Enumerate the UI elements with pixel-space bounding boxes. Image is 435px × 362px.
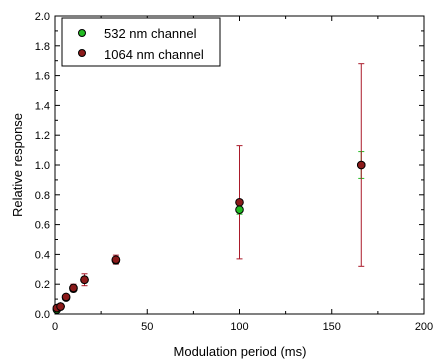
point-1064: [111, 255, 121, 264]
data-points: [52, 160, 366, 314]
y-tick-label: 1.6: [35, 71, 50, 83]
y-tick-label: 1.2: [35, 130, 50, 142]
point-1064: [61, 292, 71, 302]
y-tick-label: 2.0: [35, 11, 50, 23]
axis-ticks: 0 50 100 150 200 0.0 0.2 0.4 0.6 0.8 1.0 1.2 1.4 1.6 1…: [35, 11, 433, 333]
y-tick-label: 0.2: [35, 279, 50, 291]
legend-label-1064: 1064 nm channel: [104, 47, 204, 62]
y-tick-label: 0.0: [35, 309, 50, 321]
y-tick-label: 0.4: [35, 249, 50, 261]
point-532: [235, 205, 244, 214]
x-tick-label: 100: [230, 321, 248, 333]
point-1064: [235, 197, 244, 207]
y-tick-label: 1.8: [35, 41, 50, 53]
point-1064: [69, 283, 78, 293]
point-1064: [80, 275, 89, 285]
x-tick-label: 200: [415, 321, 433, 333]
y-tick-label: 1.4: [35, 100, 50, 112]
legend-box: [61, 17, 221, 67]
y-axis-title: Relative response: [10, 113, 25, 217]
x-tick-label: 150: [323, 321, 341, 333]
y-tick-label: 0.6: [35, 220, 50, 232]
legend-marker-1064: [78, 49, 86, 57]
point-1064: [56, 302, 65, 311]
error-bars: [53, 63, 365, 312]
x-tick-label: 0: [52, 321, 58, 333]
x-tick-label: 50: [141, 321, 153, 333]
x-axis-title: Modulation period (ms): [174, 344, 307, 359]
y-tick-label: 1.0: [35, 160, 50, 172]
legend-marker-532: [78, 29, 86, 37]
legend: 532 nm channel 1064 nm channel: [61, 17, 221, 67]
point-1064: [356, 160, 366, 170]
legend-label-532: 532 nm channel: [104, 26, 197, 41]
y-tick-label: 0.8: [35, 190, 50, 202]
